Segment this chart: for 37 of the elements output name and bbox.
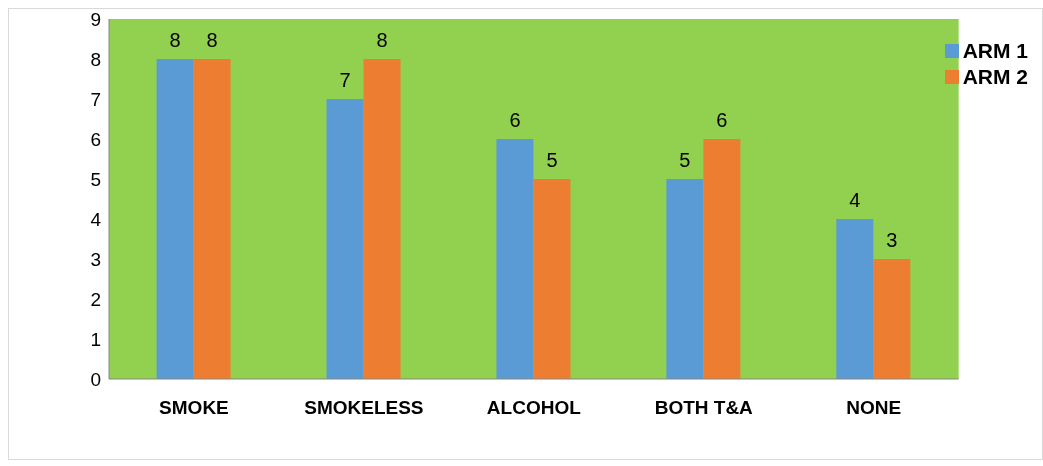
data-label: 8 <box>376 29 388 51</box>
bar <box>666 179 704 379</box>
data-label: 6 <box>716 109 728 131</box>
y-tick-label: 3 <box>90 248 101 270</box>
data-label: 8 <box>206 29 218 51</box>
bar <box>533 179 571 379</box>
bar <box>873 259 911 379</box>
bar <box>703 139 741 379</box>
data-label: 3 <box>886 229 898 251</box>
y-tick-label: 2 <box>90 288 101 310</box>
bar <box>836 219 874 379</box>
bar <box>193 59 231 379</box>
x-tick-label: BOTH T&A <box>654 397 754 419</box>
y-tick-label: 1 <box>90 328 101 350</box>
y-tick-label: 8 <box>90 48 101 70</box>
y-tick-label: 5 <box>90 168 101 190</box>
y-tick-label: 6 <box>90 128 101 150</box>
bar <box>156 59 194 379</box>
bar <box>363 59 401 379</box>
y-tick-label: 0 <box>90 368 101 390</box>
x-tick-label: ALCOHOL <box>486 397 582 419</box>
data-label: 7 <box>339 69 351 91</box>
x-tick-label: SMOKE <box>159 397 229 419</box>
data-label: 6 <box>509 109 521 131</box>
legend-label: ARM 2 <box>962 65 1028 89</box>
x-tick-label: NONE <box>846 397 902 419</box>
bar <box>326 99 364 379</box>
bar <box>496 139 534 379</box>
data-label: 8 <box>169 29 181 51</box>
data-label: 5 <box>546 149 558 171</box>
legend-label: ARM 1 <box>962 39 1028 63</box>
data-label: 5 <box>679 149 691 171</box>
y-tick-label: 4 <box>90 208 102 230</box>
y-tick-label: 7 <box>90 88 101 110</box>
data-label: 4 <box>849 189 861 211</box>
x-tick-label: SMOKELESS <box>304 397 424 419</box>
y-tick-label: 9 <box>90 8 101 30</box>
